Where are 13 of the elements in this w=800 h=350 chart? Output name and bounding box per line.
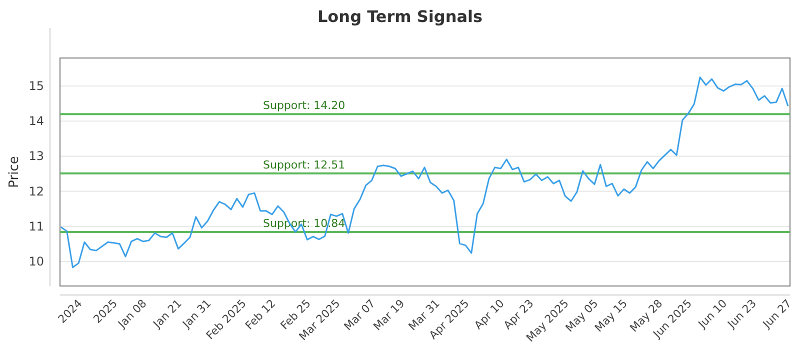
y-tick-label: 14 [28,114,44,128]
ref-line-label: Support: 14.20 [263,99,346,112]
y-tick-label: 12 [28,184,44,198]
line-series [60,76,789,268]
y-axis-title: Price [7,156,22,188]
x-tick-label: Jun 27 [760,296,794,332]
y-tick-label: 15 [28,79,44,94]
ref-line-label: Support: 12.51 [263,158,346,172]
x-tick-label: Jun 23 [724,296,759,332]
y-tick-label: 11 [28,219,44,234]
chart-title: Long Term Signals [317,7,483,26]
y-tick-label: 10 [28,254,44,268]
y-tick-label: 13 [28,149,44,164]
